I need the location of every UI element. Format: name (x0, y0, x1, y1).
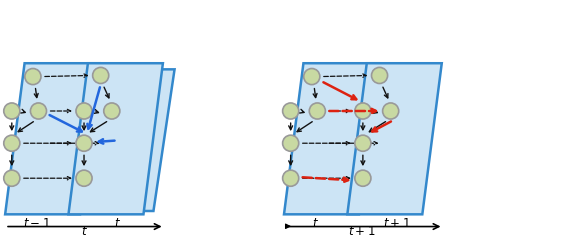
Polygon shape (69, 63, 163, 214)
Circle shape (309, 103, 325, 119)
Polygon shape (5, 63, 99, 214)
Text: $t$: $t$ (81, 225, 87, 238)
Circle shape (31, 103, 47, 119)
Circle shape (76, 170, 92, 186)
Polygon shape (7, 69, 109, 211)
Circle shape (371, 67, 387, 83)
Text: $t$: $t$ (114, 217, 121, 230)
Text: $t$: $t$ (312, 217, 319, 230)
Circle shape (283, 170, 299, 186)
Circle shape (93, 67, 108, 83)
Polygon shape (284, 63, 378, 214)
Circle shape (4, 170, 20, 186)
Circle shape (4, 103, 20, 119)
Circle shape (355, 103, 371, 119)
Text: $t-1$: $t-1$ (23, 217, 51, 230)
Circle shape (355, 170, 371, 186)
Circle shape (283, 103, 299, 119)
Polygon shape (73, 69, 174, 211)
Circle shape (4, 135, 20, 151)
Text: $t+1$: $t+1$ (382, 217, 410, 230)
Circle shape (25, 68, 41, 85)
Text: $t+1$: $t+1$ (348, 225, 375, 238)
Circle shape (383, 103, 399, 119)
Circle shape (76, 135, 92, 151)
Circle shape (304, 68, 320, 85)
Circle shape (76, 103, 92, 119)
Polygon shape (347, 63, 442, 214)
Circle shape (104, 103, 120, 119)
Circle shape (355, 135, 371, 151)
Circle shape (283, 135, 299, 151)
